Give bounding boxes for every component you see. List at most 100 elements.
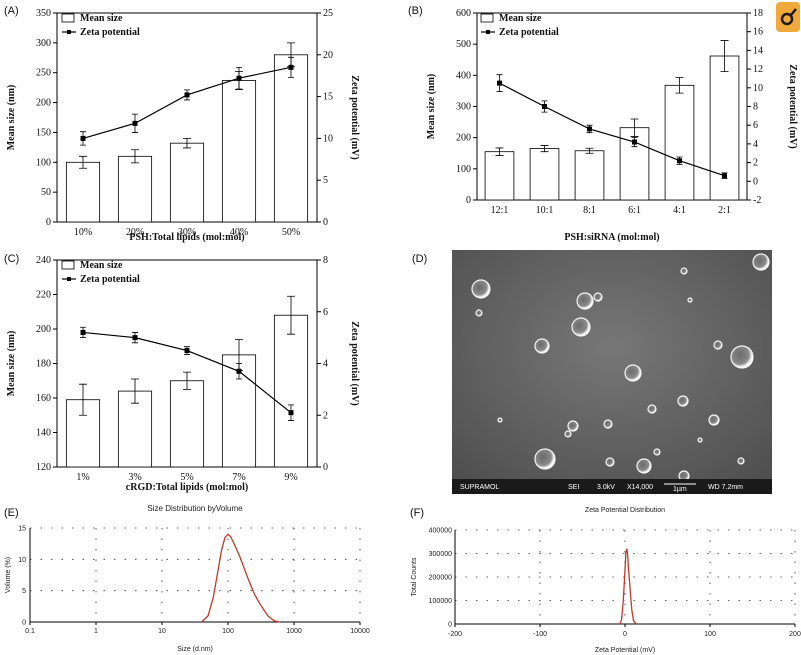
- bar-error: [287, 295, 295, 335]
- zeta-point: [587, 126, 592, 132]
- y-tick-label: 160: [36, 393, 51, 404]
- x-tick-label: 1%: [76, 472, 89, 483]
- zeta-point: [542, 104, 547, 109]
- sem-particle: [730, 345, 754, 369]
- y-tick-label: 250: [36, 68, 51, 79]
- bar-mean-size: [117, 390, 153, 468]
- bar-mean-size: [529, 148, 560, 201]
- legend-swatch-mean-size: [61, 260, 75, 270]
- bar-mean-size: [273, 54, 309, 223]
- sem-particle: [624, 364, 642, 382]
- y2-tick-label: 20: [323, 50, 333, 61]
- bar-error: [79, 383, 87, 416]
- x-tick-label: -200: [448, 631, 462, 638]
- bar-mean-size: [169, 142, 205, 223]
- x-tick-label: 8:1: [583, 205, 596, 216]
- y2-tick-label: 8: [323, 255, 328, 266]
- y2-tick-label: 6: [323, 307, 328, 318]
- zeta-distribution-curve: [619, 548, 637, 625]
- y2-tick-label: 4: [323, 359, 328, 370]
- sem-particle: [752, 253, 770, 271]
- x-tick-label: 1000: [286, 628, 302, 635]
- legend-label-mean-size: Mean size: [80, 260, 123, 271]
- chart-f-zeta-distribution: Zeta Potential Distribution -200 -100 0 100 2…: [411, 507, 801, 654]
- y-tick-label: 100: [456, 164, 471, 175]
- chart-c-size-zeta: 120 140 160 180 200 220 240 0 2 4 6 8 1% 3% 5% 7% 9% cRGD…: [6, 255, 360, 493]
- bar-error: [183, 138, 191, 149]
- y-tick-label: 300: [36, 38, 51, 49]
- sem-particle: [713, 340, 723, 350]
- zeta-point: [236, 75, 242, 81]
- x-tick-label: 10000: [350, 628, 370, 635]
- sem-particle: [708, 414, 720, 426]
- bar-mean-size: [169, 380, 205, 468]
- y-tick-label: 300: [456, 102, 471, 113]
- y-tick-label: 0: [448, 622, 452, 629]
- legend-label-zeta: Zeta potential: [499, 27, 559, 38]
- x-tick-label: 100: [704, 631, 716, 638]
- bar-mean-size: [65, 161, 101, 223]
- y2-tick-label: 6: [753, 120, 758, 131]
- y2-tick-label: 0: [753, 176, 758, 187]
- sem-image: SUPRAMOL SEI 3.0kV X14,000 1µm WD 7.2mm: [452, 250, 772, 494]
- y-tick-label: 15: [18, 526, 26, 533]
- sem-particle: [603, 419, 613, 429]
- legend-marker-zeta: [486, 30, 490, 34]
- zeta-line: [499, 82, 725, 177]
- panel-label-d: (D): [412, 253, 427, 265]
- x-tick-label: 0.1: [25, 628, 35, 635]
- bar-mean-size: [117, 155, 153, 223]
- y-tick-label: 180: [36, 359, 51, 370]
- zeta-line: [82, 66, 292, 139]
- size-distribution-curve: [201, 533, 280, 623]
- y-tick-label: 350: [36, 8, 51, 19]
- legend-swatch-mean-size: [61, 13, 75, 23]
- y-tick-label: 120: [36, 462, 51, 473]
- x-tick-label: 0: [623, 631, 627, 638]
- sem-particle: [636, 458, 652, 474]
- legend-marker-zeta: [67, 30, 71, 34]
- x-tick-label: -100: [533, 631, 547, 638]
- x-axis-label: PSH:siRNA (mol:mol): [564, 232, 659, 243]
- x-tick-label: 10: [158, 628, 166, 635]
- bar-error: [495, 147, 504, 156]
- search-magnifier-icon[interactable]: [776, 2, 800, 32]
- sem-wd-label: WD 7.2mm: [708, 484, 743, 491]
- y2-tick-label: 0: [323, 217, 328, 228]
- y-tick-label: 240: [36, 255, 51, 266]
- y2-tick-label: 8: [753, 102, 758, 113]
- y-tick-label: 140: [36, 428, 51, 439]
- x-tick-label: 200: [789, 631, 801, 638]
- zeta-point: [80, 135, 86, 141]
- y-tick-label: 0: [466, 195, 471, 206]
- panel-label-b: (B): [408, 5, 423, 17]
- x-tick-label: 3%: [128, 472, 141, 483]
- y2-tick-label: -2: [753, 195, 761, 206]
- sem-particle: [593, 292, 603, 302]
- x-tick-label: 6:1: [628, 205, 641, 216]
- x-axis-label: Zeta Potential (mV): [595, 647, 655, 654]
- plot-frame: [476, 12, 748, 201]
- bar-error: [720, 40, 729, 72]
- y-tick-label: 0: [46, 217, 51, 228]
- y-tick-label: 0: [22, 620, 26, 627]
- x-axis-label: PSH:Total lipids (mol:mol): [129, 232, 244, 243]
- bar-error: [675, 77, 684, 94]
- y2-tick-label: 15: [323, 92, 333, 103]
- sem-particle: [647, 404, 657, 414]
- y2-tick-label: 12: [753, 64, 763, 75]
- bar-error: [585, 147, 594, 154]
- panel-label-c: (C): [4, 253, 19, 265]
- sem-particle: [471, 279, 491, 299]
- y2-tick-label: 10: [753, 83, 763, 94]
- legend-swatch-mean-size: [480, 13, 494, 23]
- y-axis-label: Volume (%): [5, 557, 12, 593]
- y2-tick-label: 5: [323, 175, 328, 186]
- y-tick-label: 200: [456, 133, 471, 144]
- x-tick-label: 12:1: [491, 205, 509, 216]
- sem-particle: [605, 457, 615, 467]
- y2-axis-label: Zeta potential (mV): [349, 75, 360, 159]
- y2-tick-label: 25: [323, 8, 333, 19]
